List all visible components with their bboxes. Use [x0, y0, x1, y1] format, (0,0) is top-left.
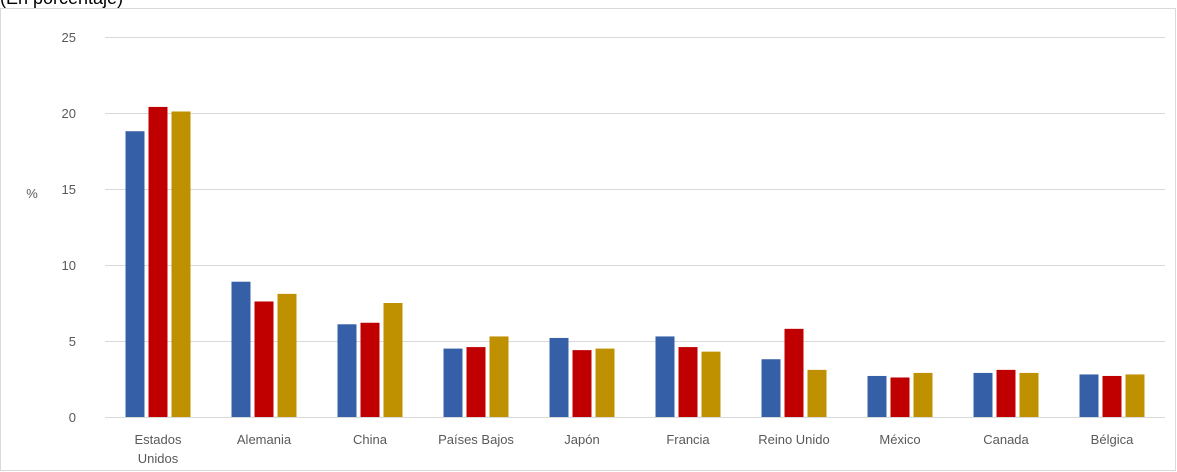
y-tick-label: 0 [69, 410, 76, 425]
bars [125, 106, 1145, 418]
bar [125, 131, 145, 418]
bar [1019, 372, 1039, 417]
bar [701, 351, 721, 417]
bar [655, 336, 675, 417]
x-tick-label: México [879, 432, 920, 447]
y-axis-label: % [26, 186, 38, 201]
x-tick-label: China [353, 432, 388, 447]
bar [1125, 374, 1145, 417]
bar [277, 293, 297, 417]
y-tick-label: 25 [62, 30, 76, 45]
bar [1102, 375, 1122, 417]
bar [360, 322, 380, 417]
chart-border [0, 8, 1176, 471]
bar [996, 369, 1016, 417]
bar [443, 348, 463, 417]
x-axis-labels: Estados Unidos Alemania China Países Bajos Ja… [135, 432, 1135, 466]
bar [337, 324, 357, 417]
x-tick-label: Bélgica [1091, 432, 1134, 447]
bar [231, 281, 251, 417]
bar [148, 106, 168, 418]
y-tick-label: 10 [62, 258, 76, 273]
x-tick-label: Canada [983, 432, 1029, 447]
bar [1079, 374, 1099, 417]
bar [973, 372, 993, 417]
y-axis-ticks: 0 5 10 15 20 25 [62, 30, 76, 425]
bar [383, 303, 403, 417]
bar [466, 347, 486, 417]
bar [784, 328, 804, 417]
x-tick-label: Japón [564, 432, 599, 447]
chart-caption: (En porcentaje) [0, 0, 123, 9]
gridlines [105, 37, 1165, 418]
x-tick-label: Reino Unido [758, 432, 830, 447]
y-tick-label: 15 [62, 182, 76, 197]
bar [761, 359, 781, 417]
bar [807, 369, 827, 417]
x-tick-label: Estados Unidos [135, 432, 182, 466]
bar [678, 347, 698, 417]
y-tick-label: 20 [62, 106, 76, 121]
bar [254, 301, 274, 417]
x-tick-label: Alemania [237, 432, 292, 447]
x-tick-label: Países Bajos [438, 432, 514, 447]
bar [171, 111, 191, 417]
bar [890, 377, 910, 417]
y-tick-label: 5 [69, 334, 76, 349]
bar [549, 337, 569, 417]
bar [572, 350, 592, 417]
bar [913, 372, 933, 417]
bar [867, 375, 887, 417]
bar [489, 336, 509, 417]
bar [595, 348, 615, 417]
x-tick-label: Francia [666, 432, 710, 447]
